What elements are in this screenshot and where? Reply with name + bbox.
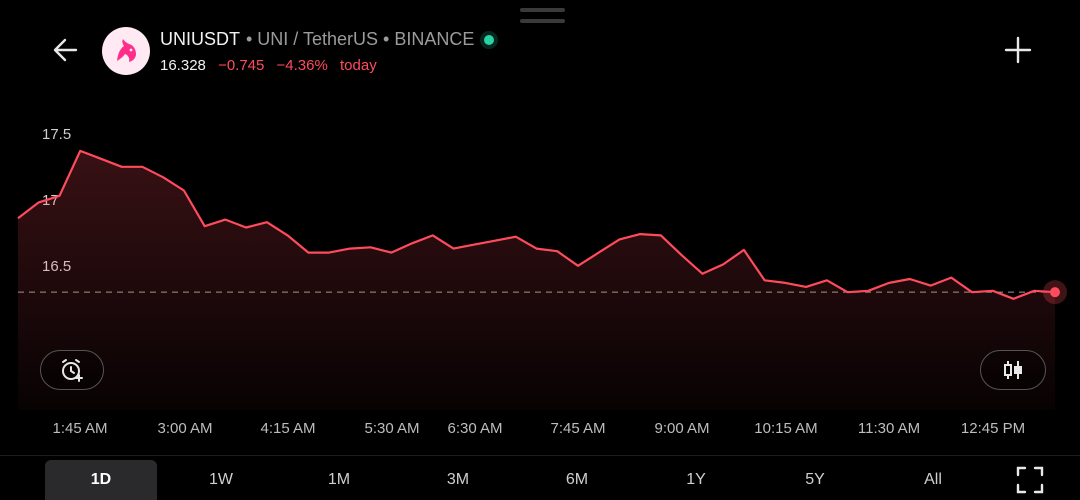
uniswap-unicorn-icon	[102, 27, 150, 75]
market-status-dot	[484, 34, 495, 45]
tab-3m[interactable]: 3M	[446, 471, 470, 488]
price-summary: 16.328 −0.745 −4.36% today	[160, 57, 377, 74]
x-tick-label: 9:00 AM	[654, 420, 710, 437]
last-price-point	[1050, 287, 1060, 298]
fullscreen-icon[interactable]	[1015, 465, 1045, 495]
x-tick-label: 4:15 AM	[260, 420, 316, 437]
symbol-title: UNIUSDT • UNI / TetherUS • BINANCE	[160, 29, 495, 50]
chart-style-button[interactable]	[980, 350, 1046, 390]
x-tick-label: 3:00 AM	[157, 420, 213, 437]
drag-handle-secondary	[520, 19, 565, 23]
x-tick-label: 7:45 AM	[550, 420, 606, 437]
arrow-left-icon[interactable]	[48, 32, 84, 68]
x-tick-label: 5:30 AM	[364, 420, 420, 437]
price-change-percent: −4.36%	[276, 57, 328, 74]
drag-handle[interactable]	[520, 8, 565, 12]
tab-1w[interactable]: 1W	[209, 471, 233, 488]
tab-1d[interactable]: 1D	[45, 460, 157, 500]
add-alert-button[interactable]	[40, 350, 104, 390]
price-area	[18, 150, 1055, 410]
tab-6m[interactable]: 6M	[565, 471, 589, 488]
x-tick-label: 6:30 AM	[447, 420, 503, 437]
tab-5y[interactable]: 5Y	[805, 471, 825, 488]
last-price: 16.328	[160, 57, 206, 74]
symbol-description: • UNI / TetherUS • BINANCE	[246, 29, 475, 49]
y-tick-label: 17.5	[42, 126, 71, 143]
x-tick-label: 10:15 AM	[754, 420, 818, 437]
x-tick-label: 11:30 AM	[857, 420, 921, 437]
change-period: today	[340, 57, 377, 74]
tab-all[interactable]: All	[924, 471, 942, 488]
tab-1y[interactable]: 1Y	[686, 471, 706, 488]
x-tick-label: 12:45 PM	[960, 420, 1026, 437]
timeframe-tabs: 1D 1W 1M 3M 6M 1Y 5Y All	[0, 455, 1080, 500]
price-chart[interactable]: 17.51716.5	[0, 110, 1080, 410]
symbol-name: UNIUSDT	[160, 29, 240, 49]
tab-1m[interactable]: 1M	[327, 471, 351, 488]
candlestick-icon	[1004, 361, 1022, 379]
x-tick-label: 1:45 AM	[52, 420, 108, 437]
plus-icon[interactable]	[1000, 32, 1036, 68]
alarm-add-icon	[62, 359, 83, 382]
price-change: −0.745	[218, 57, 265, 74]
price-line	[17, 149, 1056, 300]
